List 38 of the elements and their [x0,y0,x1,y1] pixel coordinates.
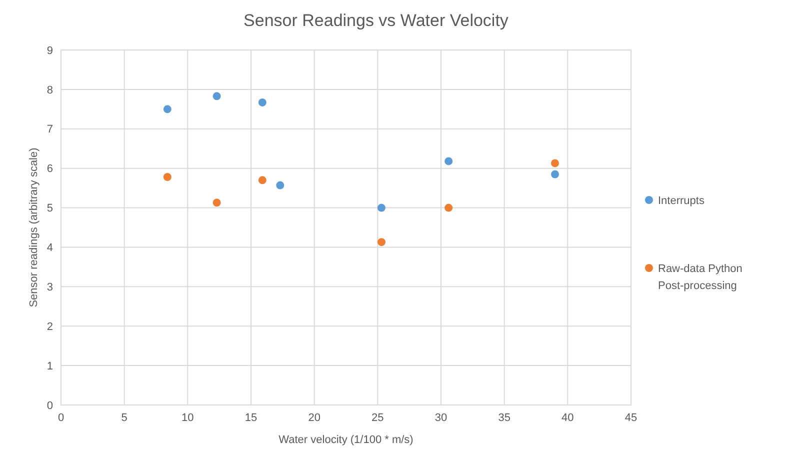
point [163,173,172,182]
x-tick-label: 25 [372,412,384,424]
point [377,204,386,212]
point [163,105,172,114]
y-tick-label: 6 [46,163,53,176]
x-tick-label: 45 [624,412,638,424]
y-tick-label: 9 [46,44,53,57]
point [258,98,266,106]
y-tick-label: 4 [46,242,53,254]
legend-label: Raw-data Python Post-processing [658,262,742,292]
y-tick-label: 3 [46,282,53,294]
y-tick-label: 8 [46,84,53,96]
point [258,176,266,184]
x-tick-label: 5 [121,412,128,424]
point [377,238,386,246]
y-tick-label: 2 [46,320,53,333]
y-tick-label: 7 [46,124,53,136]
chart-title: Sensor Readings vs Water Velocity [244,10,509,30]
x-tick-label: 40 [562,412,574,424]
x-tick-label: 15 [244,412,258,424]
x-axis-title: Water velocity (1/100 * m/s) [278,434,414,446]
point [551,170,559,178]
x-tick-label: 0 [58,412,64,424]
y-tick-label: 1 [46,360,53,372]
point [212,198,221,207]
y-tick-label: 0 [46,400,53,412]
x-tick-label: 20 [308,412,320,424]
point [444,204,453,212]
x-tick-label: 30 [434,412,448,424]
y-tick-label: 5 [46,202,53,215]
x-tick-label: 35 [498,412,510,424]
legend-label: Interrupts [658,194,705,207]
x-tick-label: 10 [182,412,194,424]
point [212,92,221,100]
y-axis-title: Sensor readings (arbitrary scale) [28,148,40,308]
point [551,159,559,168]
point [444,157,453,166]
point [276,181,284,190]
